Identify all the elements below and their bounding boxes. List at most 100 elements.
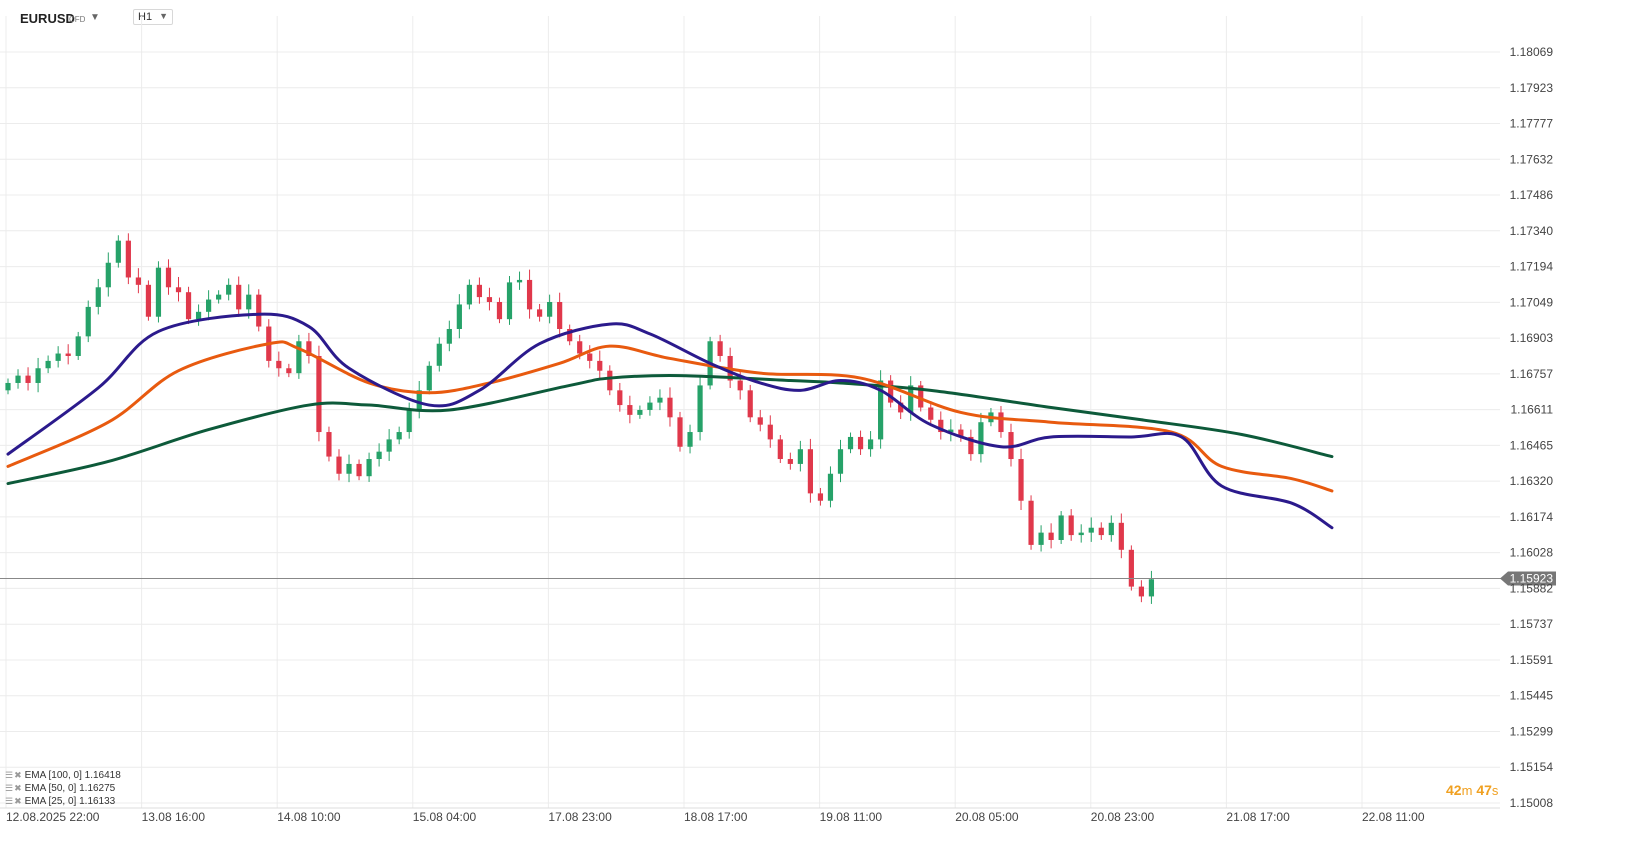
bullish-candle (376, 443, 382, 467)
bullish-candle (5, 378, 11, 395)
candle-body (687, 432, 693, 447)
close-icon[interactable]: ✖ (14, 783, 22, 793)
price-tick-label: 1.16611 (1511, 403, 1554, 417)
bearish-candle (135, 268, 141, 294)
symbol-name[interactable]: EURUSD (20, 11, 75, 26)
candle-body (286, 368, 292, 374)
bullish-candle (456, 294, 462, 339)
legend-ema-50[interactable]: ☰✖ EMA [50, 0] 1.16275 (5, 782, 121, 795)
bullish-candle (687, 424, 693, 454)
time-tick-label: 12.08.2025 22:00 (6, 810, 100, 824)
bullish-candle (1108, 515, 1114, 542)
bullish-candle (867, 431, 874, 457)
bearish-candle (597, 350, 603, 380)
bullish-candle (15, 369, 21, 389)
price-tag (1500, 571, 1556, 586)
legend-label: EMA [25, 0] 1.16133 (24, 796, 116, 807)
bearish-candle (1128, 545, 1134, 591)
candle-body (336, 456, 342, 474)
candle-body (1028, 500, 1034, 545)
candle-body (938, 419, 944, 433)
legend-ema-100[interactable]: ☰✖ EMA [100, 0] 1.16418 (5, 769, 121, 782)
candle-body (426, 365, 432, 391)
candle-body (1078, 532, 1084, 536)
chart-toolbar: EURUSD CFD ▼ H1 ▼ (0, 0, 1560, 34)
candle-body (717, 341, 723, 356)
candle-body (958, 429, 964, 437)
price-axis[interactable]: 1.18069 1.17923 1.17777 1.17632 1.17486 1.173… (1510, 45, 1554, 810)
candle-body (797, 449, 803, 464)
bearish-candle (1098, 522, 1104, 540)
candle-body (607, 370, 613, 391)
candle-body (195, 311, 202, 320)
candle-body (667, 397, 673, 418)
list-icon: ☰ (5, 796, 14, 806)
bearish-candle (1138, 580, 1144, 603)
candle-body (867, 439, 874, 450)
current-price-label: 1.15923 (1510, 572, 1554, 586)
bearish-candle (567, 324, 573, 346)
symbol-dropdown-chevron-down-icon[interactable]: ▼ (90, 12, 100, 23)
bearish-candle (747, 384, 753, 423)
bearish-candle (557, 292, 563, 338)
candle-body (35, 368, 41, 383)
bullish-candle (246, 284, 252, 319)
bearish-candle (1018, 448, 1024, 511)
candle-body (386, 439, 392, 452)
bearish-candle (607, 365, 613, 396)
candle-body (346, 463, 352, 474)
bearish-candle (486, 287, 493, 311)
candle-body (476, 284, 483, 298)
candle-body (597, 360, 603, 371)
bearish-candle (125, 233, 131, 285)
price-tick-label: 1.17194 (1510, 260, 1554, 274)
bullish-candle (1058, 511, 1064, 544)
candle-body (898, 402, 904, 413)
candle-body (627, 405, 633, 415)
legend-label: EMA [100, 0] 1.16418 (24, 770, 121, 781)
bullish-candle (837, 439, 844, 483)
close-icon[interactable]: ✖ (14, 796, 22, 806)
bearish-candle (536, 303, 543, 322)
candle-body (827, 473, 834, 501)
bearish-candle (1048, 523, 1054, 549)
bullish-candle (516, 271, 523, 290)
candle-body (25, 375, 31, 383)
bearish-candle (898, 395, 904, 420)
candle-body (577, 341, 583, 354)
close-icon[interactable]: ✖ (14, 770, 22, 780)
price-tick-label: 1.16028 (1510, 546, 1554, 560)
bearish-candle (958, 424, 964, 442)
bullish-candle (446, 320, 452, 352)
bullish-candle (55, 346, 61, 368)
candle-body (175, 287, 182, 293)
time-axis[interactable]: 12.08.2025 22:00 13.08 16:00 14.08 10:00 15… (0, 807, 1500, 824)
bullish-candle (85, 300, 91, 343)
candle-body (436, 343, 442, 366)
bearish-candle (256, 289, 262, 332)
candle-body (125, 240, 131, 278)
bullish-candle (978, 412, 984, 463)
candle-body (446, 328, 452, 344)
bullish-candle (436, 337, 442, 372)
candle-body (1068, 515, 1074, 536)
bullish-candle (396, 426, 402, 445)
bearish-candle (185, 286, 192, 325)
list-icon: ☰ (5, 770, 14, 780)
candle-body (1088, 527, 1094, 533)
legend-label: EMA [50, 0] 1.16275 (24, 783, 116, 794)
bearish-candle (998, 406, 1004, 438)
bearish-candle (918, 381, 924, 412)
timeframe-select[interactable]: H1 ▼ (133, 9, 173, 25)
bullish-candle (346, 454, 352, 483)
candle-body (356, 463, 362, 477)
candle-body (165, 267, 172, 288)
candle-body (396, 432, 402, 440)
candle-body (747, 390, 753, 418)
candle-body (767, 424, 773, 440)
candle-body (135, 277, 141, 285)
price-tick-label: 1.17340 (1510, 224, 1554, 238)
bearish-candle (526, 269, 533, 319)
legend-ema-25[interactable]: ☰✖ EMA [25, 0] 1.16133 (5, 795, 121, 808)
